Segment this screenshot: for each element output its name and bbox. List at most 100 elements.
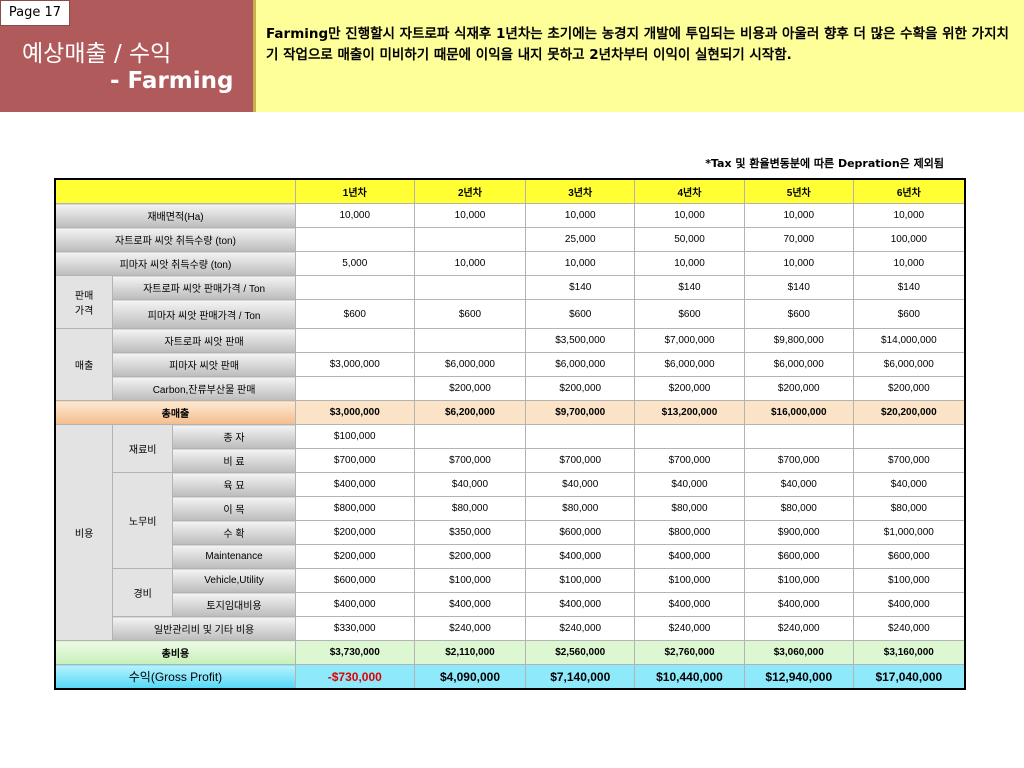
cell: $12,940,000 xyxy=(743,664,854,690)
cell xyxy=(743,424,854,449)
cell: $240,000 xyxy=(634,616,745,641)
row-label-jat_sales: 자트로파 씨앗 판매 xyxy=(112,328,296,353)
row-label-admin: 일반관리비 및 기타 비용 xyxy=(112,616,296,641)
table-row: 비 료 $700,000 $700,000 $700,000 $700,000 $700,… xyxy=(55,448,966,473)
cell: $16,000,000 xyxy=(743,400,854,425)
cell: $3,500,000 xyxy=(525,328,636,353)
cell: $40,000 xyxy=(852,472,966,497)
table-row: 피마자 씨앗 취득수량 (ton) 5,000 10,000 10,000 10,000… xyxy=(54,251,966,276)
table-row: 피마자 씨앗 판매가격 / Ton $600 $600 $600 $600 $600 $60… xyxy=(55,299,966,329)
cell: 100,000 xyxy=(852,227,966,252)
table-row: 피마자 씨앗 판매 $3,000,000 $6,000,000 $6,000,000 $… xyxy=(55,352,966,377)
cell: $6,000,000 xyxy=(525,352,636,377)
cell: $140 xyxy=(743,275,854,300)
cell: $3,000,000 xyxy=(294,352,415,377)
cell xyxy=(294,376,415,401)
group-sales-price: 판매 가격 xyxy=(54,275,114,329)
cell: $100,000 xyxy=(413,568,527,593)
cell: $600,000 xyxy=(525,520,636,545)
year-header: 1년차 xyxy=(294,178,415,204)
cell: 10,000 xyxy=(634,251,745,276)
row-label-nursery: 육 묘 xyxy=(172,472,296,497)
row-label-total_rev: 총매출 xyxy=(54,400,296,425)
cell: $7,140,000 xyxy=(525,664,636,690)
row-label-seed: 종 자 xyxy=(172,424,296,449)
cell: $200,000 xyxy=(852,376,966,401)
cell: $200,000 xyxy=(294,520,415,545)
year-header: 3년차 xyxy=(525,178,636,204)
cell: $600,000 xyxy=(294,568,415,593)
gross-profit-row: 수익(Gross Profit) -$730,000 $4,090,000 $7,14… xyxy=(54,664,966,690)
table-row: 판매 가격 자트로파 씨앗 판매가격 / Ton $140 $140 $140 $140 xyxy=(54,275,966,329)
row-label-vehicle: Vehicle,Utility xyxy=(172,568,296,593)
cell: $100,000 xyxy=(634,568,745,593)
cell: $900,000 xyxy=(743,520,854,545)
cell: $140 xyxy=(634,275,745,300)
cell: $100,000 xyxy=(294,424,415,449)
cell: $80,000 xyxy=(852,496,966,521)
cell: 10,000 xyxy=(294,203,415,228)
cell: $200,000 xyxy=(413,544,527,569)
cell: $400,000 xyxy=(743,592,854,617)
cell: $40,000 xyxy=(525,472,636,497)
cell: $80,000 xyxy=(525,496,636,521)
cell: $350,000 xyxy=(413,520,527,545)
row-label-jat_price: 자트로파 씨앗 판매가격 / Ton xyxy=(112,275,296,300)
cell: 10,000 xyxy=(634,203,745,228)
description-text: Farming만 진행할시 자트로파 식재후 1년차는 초기에는 농경지 개발에… xyxy=(266,26,1009,63)
total-cost-row: 총비용 $3,730,000 $2,110,000 $2,560,000 $2,760,… xyxy=(54,640,966,665)
row-label-fert: 비 료 xyxy=(172,448,296,473)
description-box: Farming만 진행할시 자트로파 식재후 1년차는 초기에는 농경지 개발에… xyxy=(256,0,1024,112)
cell: $600 xyxy=(743,299,854,329)
cell: $200,000 xyxy=(743,376,854,401)
table-row: 경비 Vehicle,Utility $600,000 $100,000 $100,00… xyxy=(55,568,966,617)
table-row: 노무비 육 묘 $400,000 $40,000 $40,000 $40,000 $40,0… xyxy=(55,472,966,569)
cell: 10,000 xyxy=(413,251,527,276)
cell: 10,000 xyxy=(743,251,854,276)
cell: 50,000 xyxy=(634,227,745,252)
row-label-area: 재배면적(Ha) xyxy=(54,203,296,228)
cell: $3,000,000 xyxy=(294,400,415,425)
cell: $9,800,000 xyxy=(743,328,854,353)
cell xyxy=(413,275,527,300)
cell xyxy=(634,424,745,449)
cell: $80,000 xyxy=(413,496,527,521)
cell: $240,000 xyxy=(743,616,854,641)
cell: $400,000 xyxy=(852,592,966,617)
page-number: Page 17 xyxy=(0,0,70,26)
cell: $200,000 xyxy=(634,376,745,401)
cell xyxy=(294,227,415,252)
row-label-pim_price: 피마자 씨앗 판매가격 / Ton xyxy=(112,299,296,329)
row-label-jat_seed: 자트로파 씨앗 취득수량 (ton) xyxy=(54,227,296,252)
table-row: 일반관리비 및 기타 비용 $330,000 $240,000 $240,000 $24… xyxy=(55,616,966,641)
financial-table: 1년차 2년차 3년차 4년차 5년차 6년차 재배면적(Ha) 10,000 10,000 10… xyxy=(54,178,966,690)
group-labor: 노무비 xyxy=(112,472,174,569)
cell: $600,000 xyxy=(852,544,966,569)
cell: $700,000 xyxy=(294,448,415,473)
cell: $800,000 xyxy=(634,520,745,545)
header-blank xyxy=(54,178,296,204)
year-header: 6년차 xyxy=(852,178,966,204)
slide-subtitle: - Farming xyxy=(110,68,234,94)
table-row: Carbon,잔류부산물 판매 $200,000 $200,000 $200,000 $… xyxy=(55,376,966,401)
cell: 5,000 xyxy=(294,251,415,276)
cell: $240,000 xyxy=(525,616,636,641)
row-label-carbon: Carbon,잔류부산물 판매 xyxy=(112,376,296,401)
year-header: 2년차 xyxy=(413,178,527,204)
cell: $3,060,000 xyxy=(743,640,854,665)
cell: $2,110,000 xyxy=(413,640,527,665)
cell: $14,000,000 xyxy=(852,328,966,353)
cell: $4,090,000 xyxy=(413,664,527,690)
cell: $40,000 xyxy=(634,472,745,497)
cell: $700,000 xyxy=(413,448,527,473)
row-label-profit: 수익(Gross Profit) xyxy=(54,664,296,690)
cell: $600 xyxy=(634,299,745,329)
row-label-pim_seed: 피마자 씨앗 취득수량 (ton) xyxy=(54,251,296,276)
cell: $40,000 xyxy=(743,472,854,497)
total-revenue-row: 총매출 $3,000,000 $6,200,000 $9,700,000 $13,200… xyxy=(54,400,966,425)
cell: $100,000 xyxy=(852,568,966,593)
cell: 10,000 xyxy=(525,203,636,228)
row-label-total_cost: 총비용 xyxy=(54,640,296,665)
cell: $400,000 xyxy=(634,592,745,617)
header-row: 1년차 2년차 3년차 4년차 5년차 6년차 xyxy=(54,178,966,204)
